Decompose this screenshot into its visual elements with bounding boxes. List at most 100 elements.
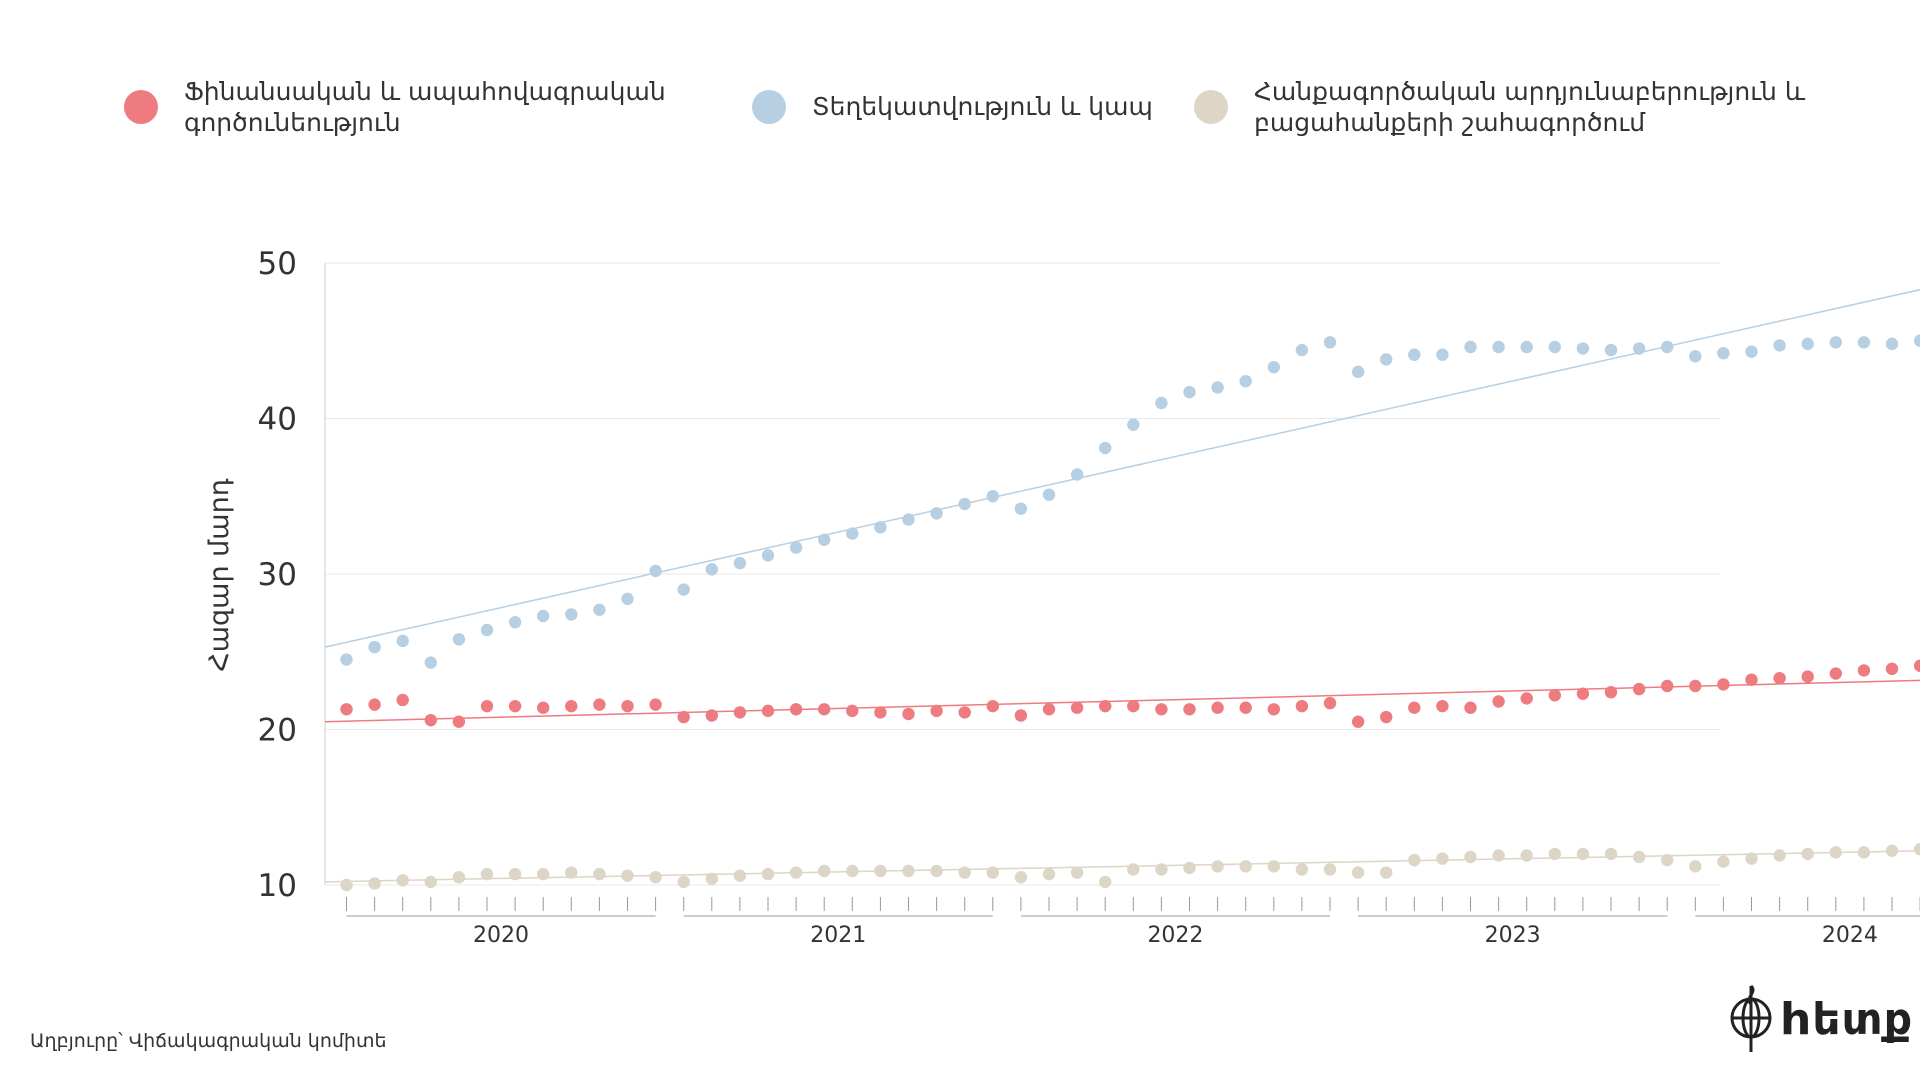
data-point <box>1380 710 1393 724</box>
legend-label-finance: Ֆինանսական և ապահովագրական գործունեությո… <box>184 76 666 138</box>
data-point <box>1295 343 1309 357</box>
data-point <box>1436 348 1449 361</box>
data-point <box>1070 701 1084 714</box>
data-point <box>1099 699 1112 713</box>
data-point <box>1070 866 1084 879</box>
data-point <box>1042 488 1056 501</box>
data-point <box>368 877 381 890</box>
data-point <box>1773 671 1786 685</box>
legend-item-finance: Ֆինանսական և ապահովագրական գործունեությո… <box>124 76 666 138</box>
data-point <box>1042 867 1056 881</box>
data-point <box>1380 353 1393 366</box>
data-point <box>1604 343 1618 357</box>
data-point <box>1857 664 1871 677</box>
legend-dot-ict <box>752 90 786 124</box>
x-year-label: 2022 <box>1147 923 1203 948</box>
data-point <box>930 507 943 520</box>
data-point <box>1267 860 1281 873</box>
data-point <box>565 699 578 713</box>
data-point <box>340 878 353 892</box>
data-point <box>846 704 859 718</box>
data-point <box>1014 871 1028 884</box>
data-point <box>1492 849 1505 862</box>
data-point <box>1604 685 1618 699</box>
x-year-label: 2021 <box>810 923 866 948</box>
x-year-label: 2023 <box>1485 923 1541 948</box>
data-point <box>986 866 999 879</box>
data-point <box>480 623 494 637</box>
data-point <box>1323 696 1337 710</box>
y-tick-label: 40 <box>258 402 297 438</box>
data-point <box>1689 350 1702 363</box>
data-point <box>1604 847 1618 861</box>
data-point <box>1576 687 1590 700</box>
data-point <box>1183 861 1196 875</box>
data-point <box>1211 381 1224 394</box>
data-point <box>537 701 550 714</box>
data-point <box>1801 337 1814 351</box>
data-point <box>1913 659 1920 672</box>
data-point <box>1661 679 1674 693</box>
data-point <box>874 864 887 878</box>
legend-label-line: Հանքագործական արդյունաբերություն և <box>1254 77 1806 106</box>
data-point <box>1801 670 1814 683</box>
data-point <box>1408 701 1421 714</box>
y-tick-label: 20 <box>258 713 297 749</box>
data-point <box>424 713 437 727</box>
legend-label-line: գործունեություն <box>184 108 401 137</box>
data-point <box>452 715 466 728</box>
data-point <box>1661 340 1674 354</box>
data-point <box>424 656 437 669</box>
data-point <box>1408 853 1421 867</box>
data-point <box>508 699 522 713</box>
data-point <box>1155 396 1168 410</box>
data-point <box>986 699 999 713</box>
data-point <box>1183 385 1196 399</box>
data-point <box>705 563 718 576</box>
data-point <box>1464 850 1477 864</box>
data-point <box>1576 342 1590 355</box>
trend-line <box>324 288 1920 648</box>
data-point <box>1857 846 1871 859</box>
data-point <box>1351 365 1365 379</box>
data-point <box>565 866 578 879</box>
data-point <box>902 864 915 878</box>
data-point <box>789 703 803 716</box>
trend-line <box>324 679 1920 723</box>
scatter-chart: 10 20 30 40 50 Հազար մարդ 2020 2021 2022 2023 2024 <box>204 246 1920 948</box>
data-point <box>1211 860 1224 873</box>
data-point <box>1436 699 1449 713</box>
data-point <box>452 633 466 646</box>
data-point <box>1042 703 1056 716</box>
data-point <box>958 866 971 879</box>
data-point <box>1829 846 1843 859</box>
data-point <box>789 866 803 879</box>
hetq-logo: hետք <box>1728 982 1913 1056</box>
data-point <box>1520 692 1533 705</box>
data-point <box>1801 847 1814 861</box>
data-point <box>1127 418 1140 431</box>
data-point <box>1548 340 1562 354</box>
data-point <box>930 864 943 878</box>
data-point <box>761 549 775 562</box>
data-point <box>1717 346 1730 360</box>
data-point <box>368 698 381 711</box>
data-point <box>1520 340 1533 354</box>
data-point <box>340 653 353 666</box>
data-point <box>1155 863 1168 876</box>
data-point <box>1885 662 1899 676</box>
data-point <box>396 693 409 707</box>
data-point <box>1464 340 1477 354</box>
data-point <box>1632 682 1646 696</box>
source-note: Աղբյուրը՝ Վիճակագրական կոմիտե <box>30 1030 387 1052</box>
data-point <box>733 556 747 570</box>
data-point <box>1492 340 1505 354</box>
data-point <box>677 583 690 596</box>
legend-dot-finance <box>124 90 158 124</box>
data-point <box>1689 679 1702 693</box>
data-point <box>1408 348 1421 361</box>
data-point <box>1099 441 1112 455</box>
data-point <box>1717 678 1730 691</box>
data-point <box>565 608 578 621</box>
data-point <box>1548 689 1562 702</box>
